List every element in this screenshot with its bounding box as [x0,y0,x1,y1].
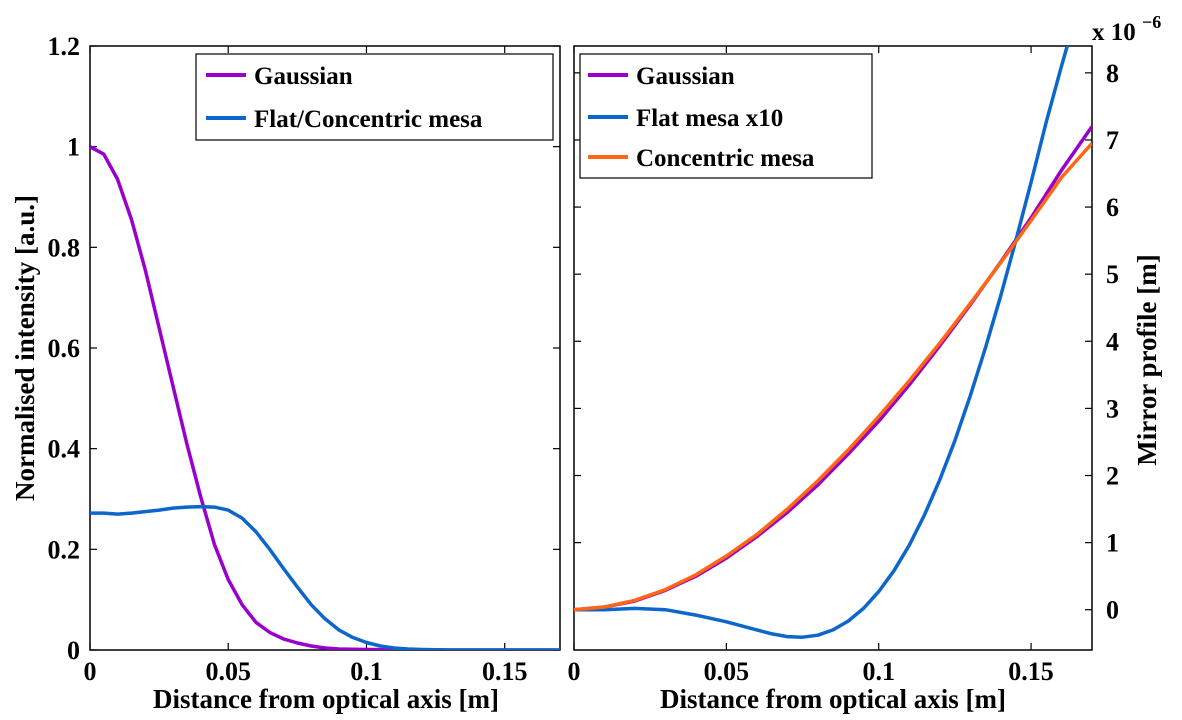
x-tick-label: 0 [84,657,97,686]
left-y-axis-label: Normalised intensity [a.u.] [10,195,40,501]
y-tick-label: 3 [1106,394,1119,423]
left-legend-box [195,53,554,141]
right-legend: Gaussian Flat mesa x10 Concentric mesa [579,53,873,179]
x-tick-label: 0.05 [704,657,750,686]
right-x-axis-label: Distance from optical axis [m] [660,684,1006,714]
right-x-ticks: 0 0.05 0.1 0.15 [568,46,1054,686]
y-tick-label: 1.2 [48,32,81,61]
y-tick-label: 0.4 [48,435,81,464]
y-tick-label: 1 [67,133,80,162]
right-y-ticks: 0 1 2 3 4 5 6 7 8 [574,59,1119,625]
y-tick-label: 7 [1106,126,1119,155]
y-tick-label: 0 [1106,596,1119,625]
left-x-ticks: 0 0.05 0.1 0.15 [84,46,528,686]
legend-entry-gaussian: Gaussian [636,63,735,90]
x-tick-label: 0.15 [1008,657,1054,686]
y-tick-label: 6 [1106,193,1119,222]
x-tick-label: 0.15 [482,657,528,686]
left-chart: 0 0.05 0.1 0.15 0 0.2 0.4 0.6 0.8 1 1.2 Distance … [10,32,561,714]
series-line-flat [90,504,560,650]
left-plot-frame [89,45,561,651]
x-tick-label: 0.05 [205,657,251,686]
left-series-lines [90,145,560,650]
y-tick-label: 1 [1106,529,1119,558]
left-x-axis-label: Distance from optical axis [m] [153,684,499,714]
y-tick-label: 2 [1106,462,1119,491]
left-legend: Gaussian Flat/Concentric mesa [195,53,554,141]
right-y-axis-label: Mirror profile [m] [1132,254,1162,465]
y-tick-label: 0.8 [48,233,81,262]
y-tick-label: 5 [1106,260,1119,289]
right-legend-box [579,53,873,179]
right-y-exponent: x 10 −6 [1092,12,1161,46]
y-tick-label: 0 [67,636,80,665]
legend-entry-concentric-mesa: Concentric mesa [636,145,815,172]
legend-entry-gaussian: Gaussian [254,63,353,90]
series-line-concentric [574,142,1092,612]
y-tick-label: 4 [1106,327,1119,356]
x-tick-label: 0.1 [862,657,895,686]
right-y-exponent-power: −6 [1142,12,1161,32]
y-tick-label: 0.2 [48,535,81,564]
series-line-flat [574,46,1070,639]
right-y-exponent-base: x 10 [1092,19,1136,46]
legend-entry-flat-mesa: Flat mesa x10 [636,105,783,132]
x-tick-label: 0.1 [350,657,383,686]
y-tick-label: 0.6 [48,334,81,363]
right-chart: 0 0.05 0.1 0.15 0 1 2 3 4 5 6 7 8 Distance from opt… [568,12,1163,714]
y-tick-label: 8 [1106,59,1119,88]
legend-entry-flat-concentric: Flat/Concentric mesa [254,106,483,133]
x-tick-label: 0 [568,657,581,686]
right-series-lines [574,46,1092,639]
left-y-ticks: 0 0.2 0.4 0.6 0.8 1 1.2 [48,32,560,665]
